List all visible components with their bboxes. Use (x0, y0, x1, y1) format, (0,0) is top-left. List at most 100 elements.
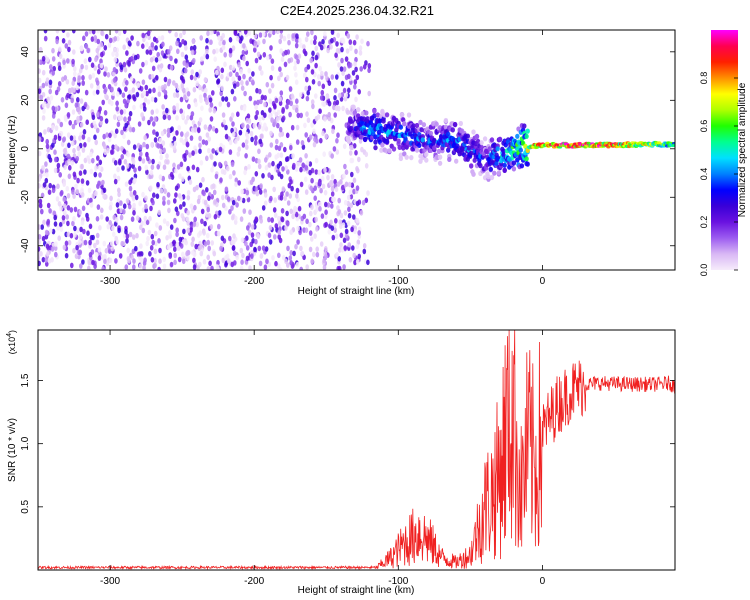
spectrogram-cell (244, 240, 248, 247)
spectrogram-cell (326, 174, 330, 181)
spectrogram-cell (207, 126, 212, 132)
spectrogram-cell (316, 74, 321, 80)
spectrogram-cell (104, 33, 109, 40)
spectrogram-cell (287, 58, 292, 64)
spectrogram-cell (182, 30, 186, 36)
spectrogram-cell (228, 64, 233, 71)
spectrogram-cell (144, 60, 149, 66)
spectrogram-cell (259, 183, 263, 189)
spectrogram-cell (206, 206, 210, 213)
spectrogram-cell (324, 71, 328, 77)
spectrogram-cell (356, 107, 361, 113)
spectrogram-cell (256, 40, 261, 46)
spectrogram-cell (323, 189, 328, 196)
spectrogram-cell (278, 66, 282, 72)
spectrogram-cell (165, 235, 169, 241)
spectrogram-cell (173, 198, 177, 204)
spectrogram-cell (301, 144, 306, 150)
spectrogram-cell (258, 138, 263, 145)
spectrogram-cell (57, 81, 62, 87)
spectrogram-cell (142, 265, 146, 270)
spectrogram-cell (207, 147, 211, 154)
spectrogram-cell (180, 82, 185, 89)
spectrogram-cell (98, 172, 102, 178)
spectrogram-cell (199, 243, 203, 250)
spectrogram-cell (364, 110, 369, 116)
spectrogram-cell (309, 57, 314, 64)
spectrogram-cell (51, 105, 56, 112)
spectrogram-cell (271, 30, 276, 36)
spectrogram-cell (91, 193, 96, 199)
spectrogram-cell (243, 90, 247, 97)
spectrogram-cell (87, 259, 92, 266)
spectrogram-cell (132, 104, 136, 111)
spectrogram-cell (303, 122, 307, 129)
spectrogram-cell (153, 230, 158, 237)
spectrogram-cell (418, 158, 423, 164)
spectrogram-cell (359, 134, 364, 140)
spectrogram-cell (353, 79, 358, 85)
spectrogram-cell (45, 56, 50, 63)
spectrogram-cell (191, 38, 196, 45)
spectrogram-cell (247, 164, 251, 170)
spectrogram-cell (83, 58, 88, 64)
spectrogram-cell (108, 37, 113, 44)
spectrogram-cell (109, 240, 114, 247)
spectrogram-cell (304, 189, 309, 195)
spectrogram-cell (179, 108, 183, 114)
spectrogram-cell (58, 53, 63, 60)
spectrogram-cell (333, 178, 337, 185)
spectrogram-cell (242, 208, 247, 214)
spectrogram-cell (68, 120, 72, 126)
spectrogram-background (38, 30, 675, 270)
spectrogram-cell (172, 239, 176, 246)
spectrogram-cell (305, 76, 309, 83)
spectrogram-cell (194, 101, 198, 108)
spectrogram-cell (132, 202, 136, 209)
spectrogram-cell (145, 143, 150, 150)
spectrogram-cell (124, 122, 128, 129)
spectrogram-cell (240, 80, 244, 86)
spectrogram-cell (397, 144, 402, 150)
spectrogram-cell (105, 216, 109, 222)
spectrogram-cell (269, 142, 274, 148)
spectrogram-cell (275, 138, 279, 145)
spectrogram-cell (515, 133, 520, 139)
spectrogram-cell (344, 181, 349, 188)
spectrogram-cell (233, 260, 237, 266)
spectrogram-cell (168, 230, 172, 236)
spectrogram-cell (268, 225, 273, 231)
spectrogram-cell (153, 257, 157, 264)
spectrogram-cell (329, 179, 334, 186)
spectrogram-cell (149, 245, 154, 251)
spectrogram-cell (47, 153, 51, 160)
spectrogram-cell (51, 56, 56, 62)
spectrogram-cell (148, 88, 152, 94)
spectrogram-cell (350, 226, 354, 233)
spectrogram-cell (159, 63, 164, 69)
spectrogram-cell (213, 56, 217, 62)
spectrogram-cell (124, 181, 129, 187)
spectrogram-cell (432, 139, 437, 145)
spectrogram-cell (212, 189, 217, 196)
spectrogram-cell (343, 210, 348, 216)
spectrogram-cell (197, 127, 201, 134)
spectrogram-cell (380, 108, 385, 114)
spectrogram-cell (240, 237, 245, 243)
spectrogram-cell (38, 202, 43, 209)
spectrogram-cell (218, 161, 222, 168)
spectrogram-cell (166, 199, 171, 206)
spectrogram-cell (218, 40, 222, 46)
spectrogram-cell (294, 211, 299, 218)
spectrogram-cell (123, 67, 128, 73)
spectrogram-cell (181, 139, 186, 146)
spectrogram-cell (159, 154, 163, 161)
spectrogram-cell (47, 258, 52, 264)
spectrogram-cell (259, 133, 264, 140)
spectrogram-cell (258, 189, 263, 195)
spectrogram-cell (355, 185, 360, 191)
spectrogram-cell (81, 134, 86, 140)
spectrogram-cell (367, 67, 371, 74)
spectrogram-cell (43, 129, 47, 135)
colorbar-tick-label: 0.2 (699, 216, 709, 229)
